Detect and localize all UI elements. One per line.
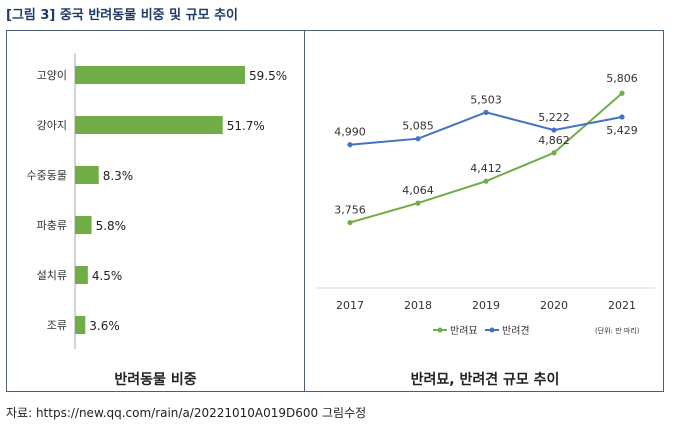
data-point	[551, 127, 557, 133]
x-tick-label: 2019	[472, 299, 500, 312]
bar	[75, 316, 86, 334]
bar-value-label: 8.3%	[103, 169, 134, 183]
legend-marker	[437, 327, 443, 333]
bar-category-label: 파충류	[37, 219, 67, 232]
bar-category-label: 강아지	[37, 119, 67, 132]
data-label: 4,412	[470, 162, 502, 175]
x-tick-label: 2018	[404, 299, 432, 312]
bar-value-label: 59.5%	[249, 69, 287, 83]
data-label: 5,503	[470, 93, 502, 106]
data-point	[551, 150, 557, 156]
bar	[75, 216, 92, 234]
data-point	[415, 200, 421, 206]
data-point	[347, 219, 353, 226]
data-label: 5,806	[606, 72, 638, 85]
data-point	[619, 114, 625, 120]
bar	[75, 166, 99, 184]
bar-category-label: 조류	[47, 319, 67, 332]
data-point	[619, 90, 625, 96]
bar-chart-caption: 반려동물 비중	[114, 372, 197, 388]
data-label: 4,990	[334, 126, 366, 139]
bar	[75, 266, 88, 284]
data-label: 5,085	[402, 120, 434, 133]
figure-title: [그림 3] 중국 반려동물 비중 및 규모 추이	[6, 8, 239, 23]
bar	[75, 116, 223, 134]
legend-label: 반려견	[502, 325, 530, 337]
data-label: 5,222	[538, 111, 570, 124]
data-label: 4,862	[538, 134, 570, 147]
bar-category-label: 수중동물	[27, 169, 67, 182]
figure-panel: 고양이 59.5% 강아지 51.7% 수중동물 8.3% 파충류 5.8% 설치류 4.5% 조류…	[6, 30, 664, 392]
x-tick-label: 2021	[608, 299, 636, 312]
bar-value-label: 4.5%	[92, 269, 123, 283]
data-point	[483, 109, 489, 115]
data-point	[483, 178, 489, 184]
pet-share-bar-chart: 고양이 59.5% 강아지 51.7% 수중동물 8.3% 파충류 5.8% 설치류 4.5% 조류…	[27, 53, 287, 349]
unit-note: (단위: 만 마리)	[595, 326, 640, 335]
bar-category-label: 고양이	[37, 69, 67, 82]
legend-marker	[489, 327, 495, 333]
line-chart-caption: 반려묘, 반려견 규모 추이	[410, 372, 560, 388]
data-label: 4,064	[402, 184, 434, 197]
legend-label: 반려묘	[450, 325, 478, 337]
data-point	[347, 142, 353, 148]
data-point	[415, 136, 421, 142]
data-label: 3,756	[334, 204, 366, 217]
data-label: 5,429	[606, 124, 638, 137]
bar-value-label: 51.7%	[227, 119, 265, 133]
bar-value-label: 5.8%	[96, 219, 127, 233]
panel-divider	[304, 31, 305, 391]
pet-population-line-chart: 2017 2018 2019 2020 2021 3,756 4,064 4,412 4,862…	[317, 72, 655, 337]
bar-value-label: 3.6%	[89, 319, 120, 333]
x-tick-label: 2020	[540, 299, 568, 312]
source-note: 자료: https://new.qq.com/rain/a/20221010A0…	[6, 406, 367, 420]
x-tick-label: 2017	[336, 299, 364, 312]
bar-category-label: 설치류	[37, 269, 67, 282]
bar	[75, 66, 245, 84]
